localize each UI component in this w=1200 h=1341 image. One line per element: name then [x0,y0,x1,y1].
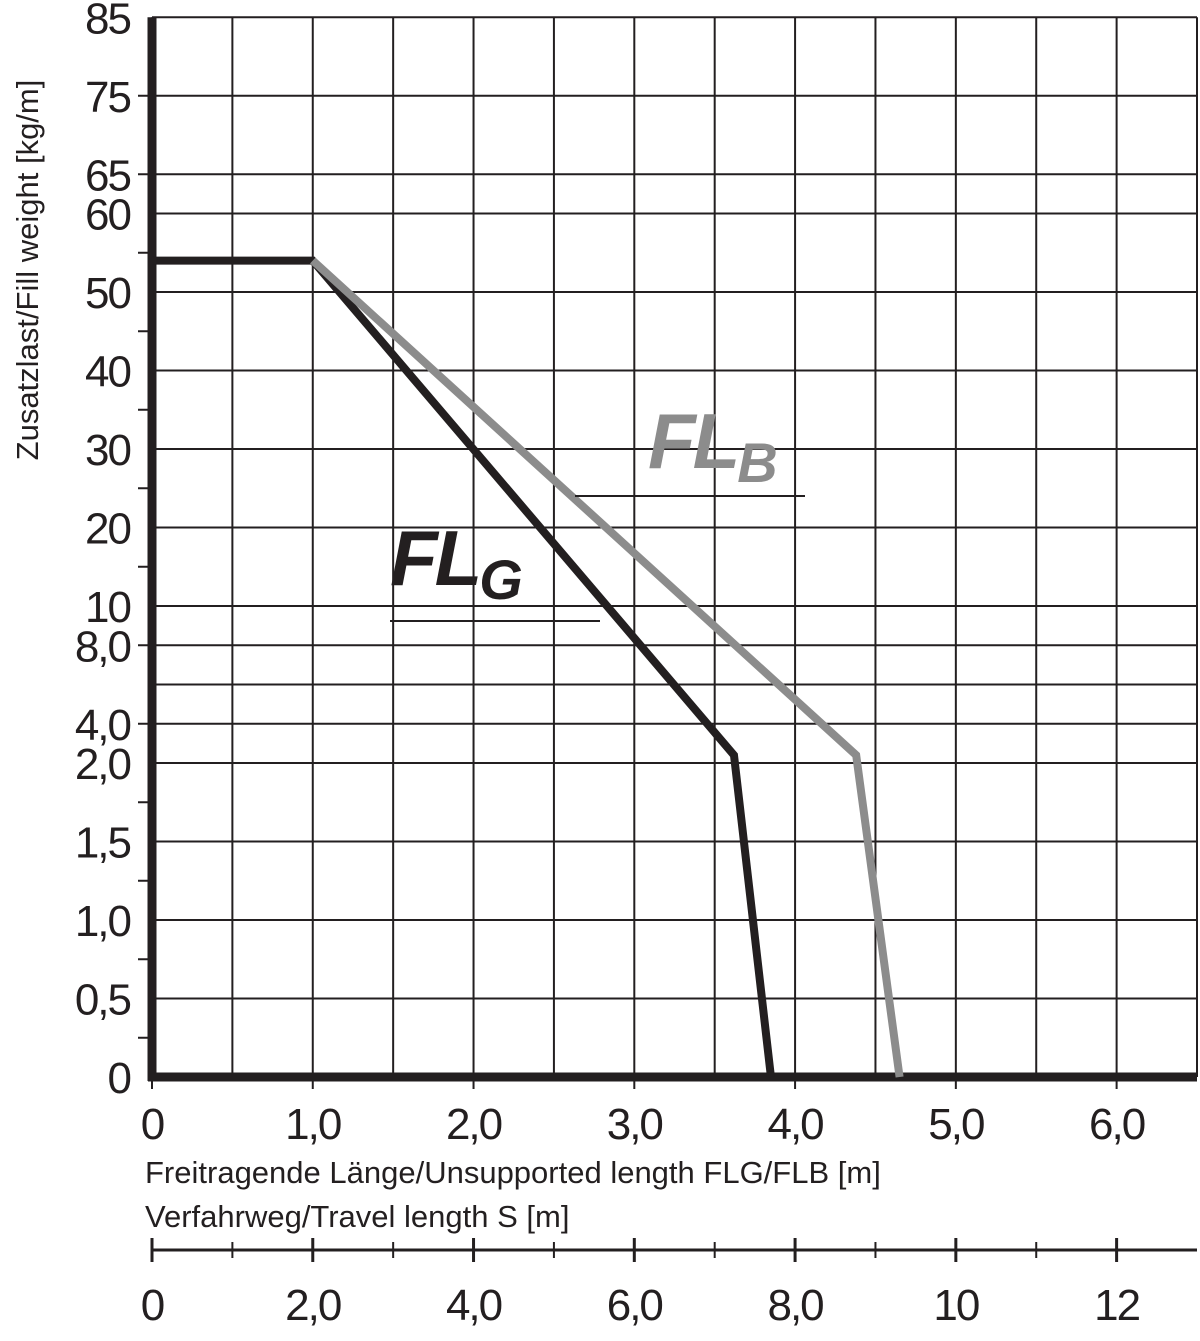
y-tick-label: 1,5 [75,819,131,868]
x-tick-label: 2,0 [446,1100,502,1149]
y-tick-label: 8,0 [75,622,131,671]
x2-tick-label: 12 [1094,1281,1139,1330]
y-tick-label: 2,0 [75,740,131,789]
y-tick-label: 4,0 [75,701,131,750]
x-tick-label: 5,0 [928,1100,984,1149]
x2-axis-label: Verfahrweg/Travel length S [m] [145,1199,569,1234]
x2-tick-label: 2,0 [285,1281,341,1330]
y-tick-label: 20 [85,505,130,554]
x2-tick-label: 4,0 [446,1281,502,1330]
x-tick-label: 1,0 [285,1100,341,1149]
x-tick-label: 0 [141,1100,164,1149]
series-label-sub: B [737,431,776,494]
y-tick-label: 10 [85,583,130,632]
x2-tick-label: 0 [141,1281,164,1330]
series-label: FLG [390,514,521,611]
series-line [310,257,904,1078]
y-tick-label: 1,0 [75,897,131,946]
y-tick-label: 0,5 [75,976,131,1025]
series-label-main: FL [390,514,479,602]
x2-tick-label: 10 [933,1281,978,1330]
y-axis-label: Zusatzlast/Fill weight [kg/m] [10,80,45,461]
series-line [152,256,775,1078]
x-tick-label: 3,0 [607,1100,663,1149]
y-tick-label: 60 [85,191,130,240]
y-tick-label: 85 [85,0,130,43]
series-label-main: FL [648,397,737,485]
y-tick-label: 0 [108,1054,131,1103]
x-axis-label: Freitragende Länge/Unsupported length FL… [145,1155,881,1190]
y-tick-label: 75 [85,73,130,122]
x2-tick-label: 8,0 [767,1281,823,1330]
y-tick-label: 30 [85,426,130,475]
x-tick-label: 6,0 [1089,1100,1145,1149]
x2-tick-label: 6,0 [607,1281,663,1330]
series-label: FLB [648,397,776,494]
y-tick-label: 65 [85,151,130,200]
y-tick-label: 40 [85,348,130,397]
x-tick-label: 4,0 [767,1100,823,1149]
series-label-sub: G [479,548,521,611]
y-tick-label: 50 [85,269,130,318]
